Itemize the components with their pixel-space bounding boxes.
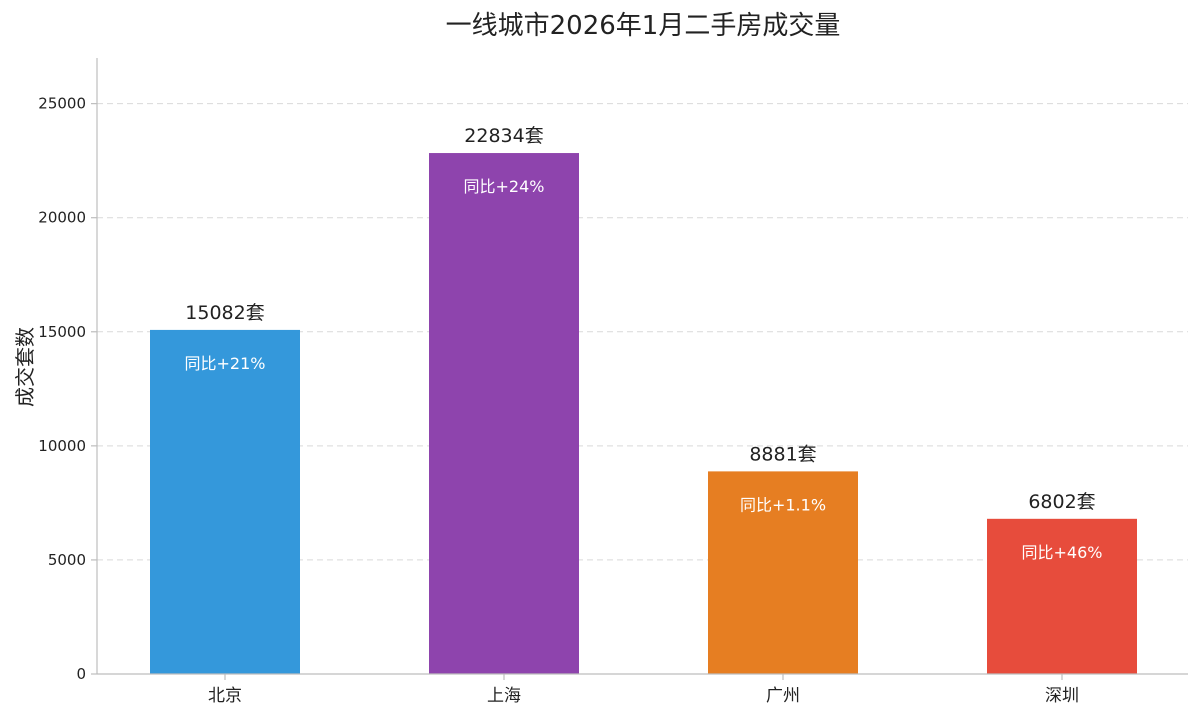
y-axis-label: 成交套数 [13, 327, 37, 407]
chart-title: 一线城市2026年1月二手房成交量 [446, 11, 841, 41]
x-tick-label: 广州 [766, 686, 800, 706]
yoy-label: 同比+1.1% [740, 495, 826, 514]
bar-深圳 [987, 518, 1137, 674]
yoy-label: 同比+21% [185, 354, 266, 373]
y-tick-label: 10000 [38, 437, 86, 455]
y-tick-label: 15000 [38, 323, 86, 341]
x-tick-label: 北京 [208, 686, 242, 706]
bar-北京 [150, 329, 300, 674]
bar-广州 [708, 471, 858, 674]
x-tick-label: 上海 [487, 686, 521, 706]
axes: 0 5000 10000 15000 20000 25000 北京 上海 广州 深圳 [38, 58, 1188, 706]
value-label: 15082套 [185, 302, 264, 324]
value-label: 8881套 [749, 443, 816, 465]
bars [150, 153, 1137, 675]
value-label: 22834套 [464, 125, 543, 147]
y-tick-label: 0 [76, 665, 86, 683]
x-tick-label: 深圳 [1045, 686, 1079, 706]
yoy-label: 同比+46% [1022, 543, 1103, 562]
bar-上海 [429, 153, 579, 675]
y-tick-label: 5000 [48, 551, 86, 569]
y-tick-label: 25000 [38, 95, 86, 113]
y-tick-label: 20000 [38, 209, 86, 227]
value-label: 6802套 [1028, 491, 1095, 513]
yoy-label: 同比+24% [464, 177, 545, 196]
